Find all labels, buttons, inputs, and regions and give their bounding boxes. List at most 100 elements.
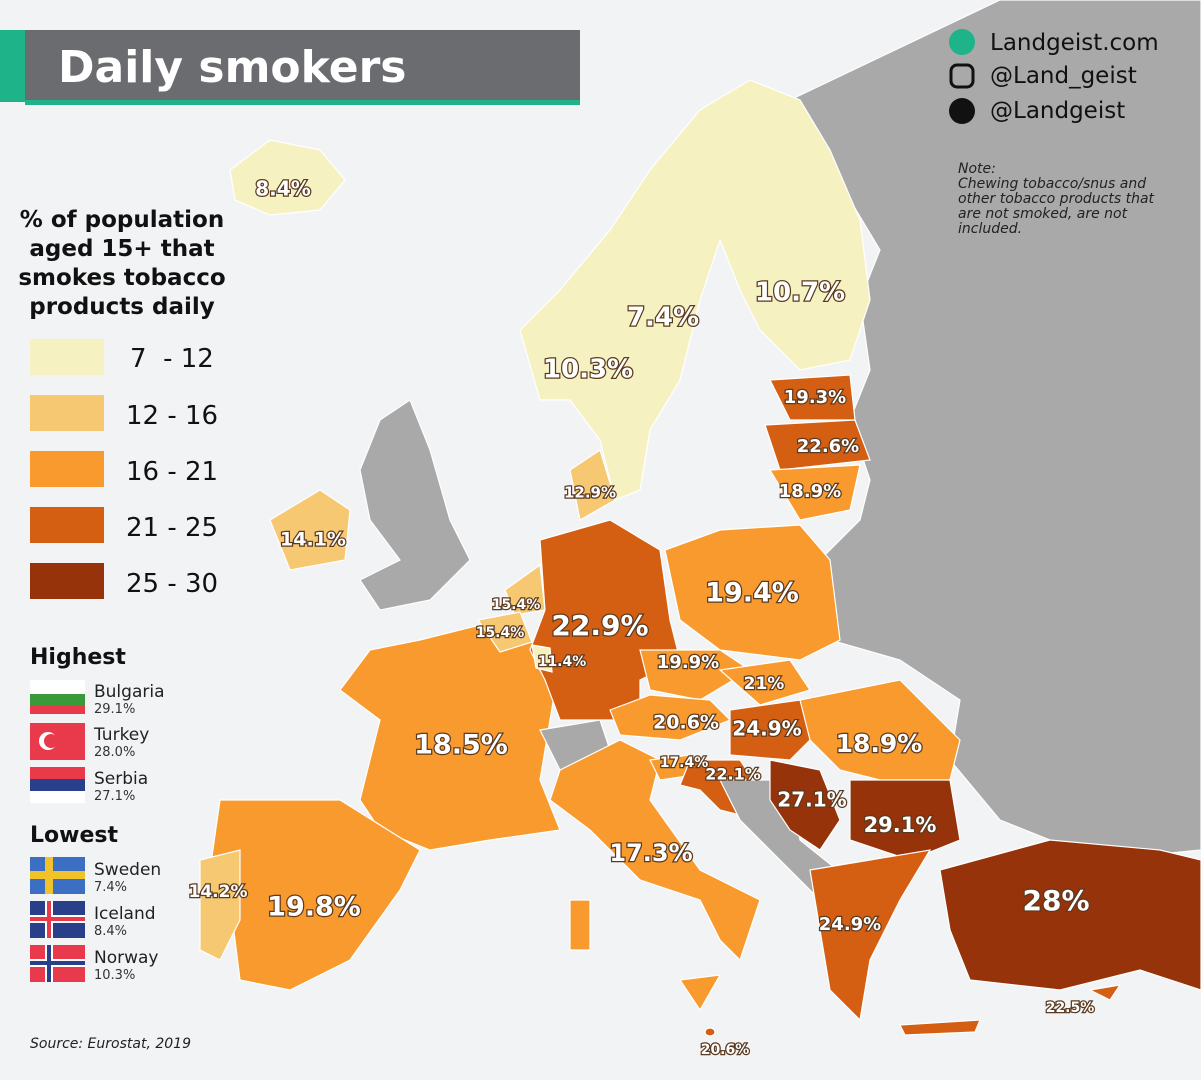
map-label: 17.3% (609, 839, 692, 867)
legend-title: smokes tobacco (18, 265, 225, 291)
flag (47, 945, 51, 982)
luxembourg (531, 644, 553, 673)
latvia (764, 419, 871, 471)
map-label: 15.4% (476, 625, 525, 641)
heading: Highest (30, 645, 126, 670)
legend-class: 25 - 30 (126, 569, 218, 599)
poland (664, 524, 841, 661)
note: Note: Chewing tobacco/snus and other tob… (958, 161, 1155, 237)
malta (704, 1027, 716, 1037)
heading: Lowest (30, 823, 118, 848)
flag (30, 791, 85, 803)
legend-swatch (30, 563, 104, 599)
globe-icon (949, 29, 975, 55)
map-label: 14.1% (280, 529, 346, 551)
twitter-icon (949, 98, 975, 124)
map-label: 7.4% (627, 303, 699, 333)
ireland (269, 489, 351, 571)
map-label: 21% (744, 674, 785, 694)
legend-title: % of population (20, 207, 224, 233)
portugal (199, 849, 241, 961)
turkey (939, 839, 1201, 991)
legend-class: 12 - 16 (126, 401, 218, 431)
legend-swatch (30, 451, 104, 487)
map-label: 18.9% (836, 729, 923, 758)
map-label: 29.1% (864, 813, 937, 837)
flag (30, 917, 85, 921)
legend-class: 16 - 21 (126, 457, 218, 487)
map-label: 22.9% (551, 609, 648, 642)
iceland (229, 139, 346, 216)
bulgaria (849, 779, 961, 861)
note-line: included. (958, 221, 1022, 237)
source: Source: Eurostat, 2019 (30, 1036, 191, 1052)
greece (809, 849, 932, 1022)
title: Daily smokers (58, 42, 406, 93)
flag (47, 901, 51, 938)
social-link: @Land_geist (990, 63, 1137, 89)
value: 8.4% (94, 924, 127, 939)
note-line: other tobacco products that (958, 191, 1155, 207)
legend-class: 7 - 12 (130, 344, 214, 374)
sardinia (569, 899, 591, 951)
country: Bulgaria (94, 682, 165, 702)
crete (899, 1019, 981, 1036)
flag (30, 680, 85, 694)
social-link: @Landgeist (990, 98, 1125, 124)
map-label: 19.8% (267, 892, 361, 923)
map-label: 22.1% (705, 765, 761, 784)
map-label: 17.4% (660, 755, 709, 771)
legend-class: 21 - 25 (126, 513, 218, 543)
map-label: 18.9% (779, 481, 841, 502)
title-banner: Daily smokers (0, 30, 580, 105)
map-label: 15.4% (492, 597, 541, 613)
slovakia (718, 659, 811, 706)
map-label: 20.6% (701, 1042, 750, 1058)
flag (30, 706, 85, 714)
highest: Highest Bulgaria 29.1% Turkey 28.0% Serb… (30, 645, 165, 804)
map-label: 12.9% (564, 484, 616, 502)
legend: % of population aged 15+ that smokes tob… (18, 207, 226, 599)
uk (359, 399, 471, 611)
map-label: 10.7% (755, 278, 845, 308)
note-line: Chewing tobacco/snus and (958, 176, 1146, 192)
czechia (639, 649, 752, 701)
legend-title: aged 15+ that (29, 236, 214, 262)
note-line: are not smoked, are not (958, 206, 1128, 222)
legend-title: products daily (29, 294, 215, 320)
value: 10.3% (94, 968, 135, 983)
note-heading: Note: (958, 161, 996, 177)
flag (45, 857, 53, 894)
map-label: 19.3% (784, 387, 846, 408)
map-label: 22.5% (1046, 1000, 1095, 1016)
belgium (476, 611, 533, 653)
denmark (569, 449, 616, 521)
legend-swatch (30, 395, 104, 431)
social-link: Landgeist.com (990, 30, 1159, 56)
value: 29.1% (94, 702, 135, 717)
flag (30, 694, 85, 708)
map-label: 11.4% (538, 654, 587, 670)
scandinavia (519, 79, 871, 501)
banner (25, 30, 580, 102)
country: Norway (94, 948, 159, 968)
value: 7.4% (94, 880, 127, 895)
flag (30, 779, 85, 791)
instagram-icon (949, 63, 975, 89)
map-label: 20.6% (653, 712, 719, 734)
map-label: 19.4% (705, 578, 799, 609)
lithuania (768, 464, 861, 521)
value: 28.0% (94, 745, 135, 760)
country: Sweden (94, 860, 161, 880)
map-label: 24.9% (819, 914, 881, 935)
legend-swatch (30, 507, 104, 543)
cyprus (1088, 984, 1122, 1001)
map-label: 19.9% (657, 652, 719, 673)
map-label: 22.6% (797, 436, 859, 457)
map-labels: 8.4% 7.4% 10.7% 10.3% 19.3% 22.6% 18.9% … (187, 175, 1095, 1059)
countries (199, 0, 1201, 1037)
country: Serbia (94, 769, 148, 789)
